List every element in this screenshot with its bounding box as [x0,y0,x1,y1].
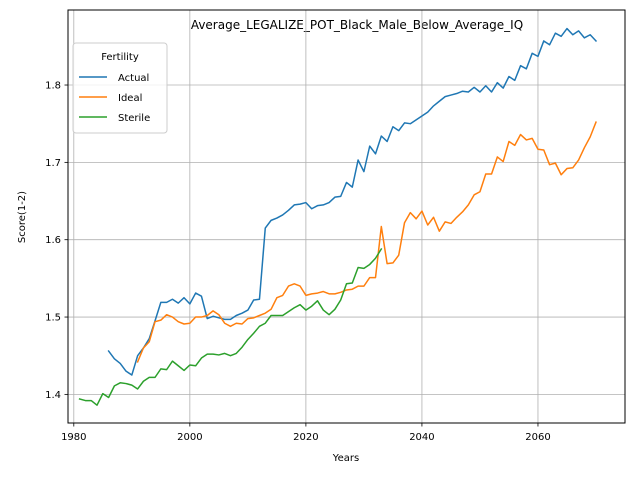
y-tick-label: 1.8 [45,81,61,92]
legend-label-actual: Actual [118,73,149,84]
x-tick-label: 1980 [61,432,86,443]
plot-frame [67,9,626,424]
legend-label-ideal: Ideal [118,93,142,104]
series-line-sterile [78,247,383,406]
y-tick-label: 1.6 [45,235,61,246]
grid-lines [68,10,625,423]
y-tick-label: 1.5 [45,313,61,324]
axis-ticks: 1980 2000 2020 2040 2060 1.4 1.5 1.6 1.7 1.8 [45,81,551,443]
legend-box [72,42,168,134]
x-axis-label: Years [332,453,359,464]
x-tick-label: 2020 [293,432,318,443]
series-lines [78,27,598,406]
legend-title: Fertility [101,52,139,63]
series-line-actual [107,27,598,376]
x-tick-label: 2000 [177,432,202,443]
x-tick-label: 2040 [409,432,434,443]
y-axis-label: Score(1-2) [17,191,28,243]
y-tick-label: 1.4 [45,390,61,401]
x-tick-label: 2060 [525,432,550,443]
chart-title: Average_LEGALIZE_POT_Black_Male_Below_Av… [191,18,523,32]
legend-label-sterile: Sterile [118,113,150,124]
series-line-ideal [136,121,597,363]
y-tick-label: 1.7 [45,158,61,169]
legend: Fertility Actual Ideal Sterile [72,42,168,134]
